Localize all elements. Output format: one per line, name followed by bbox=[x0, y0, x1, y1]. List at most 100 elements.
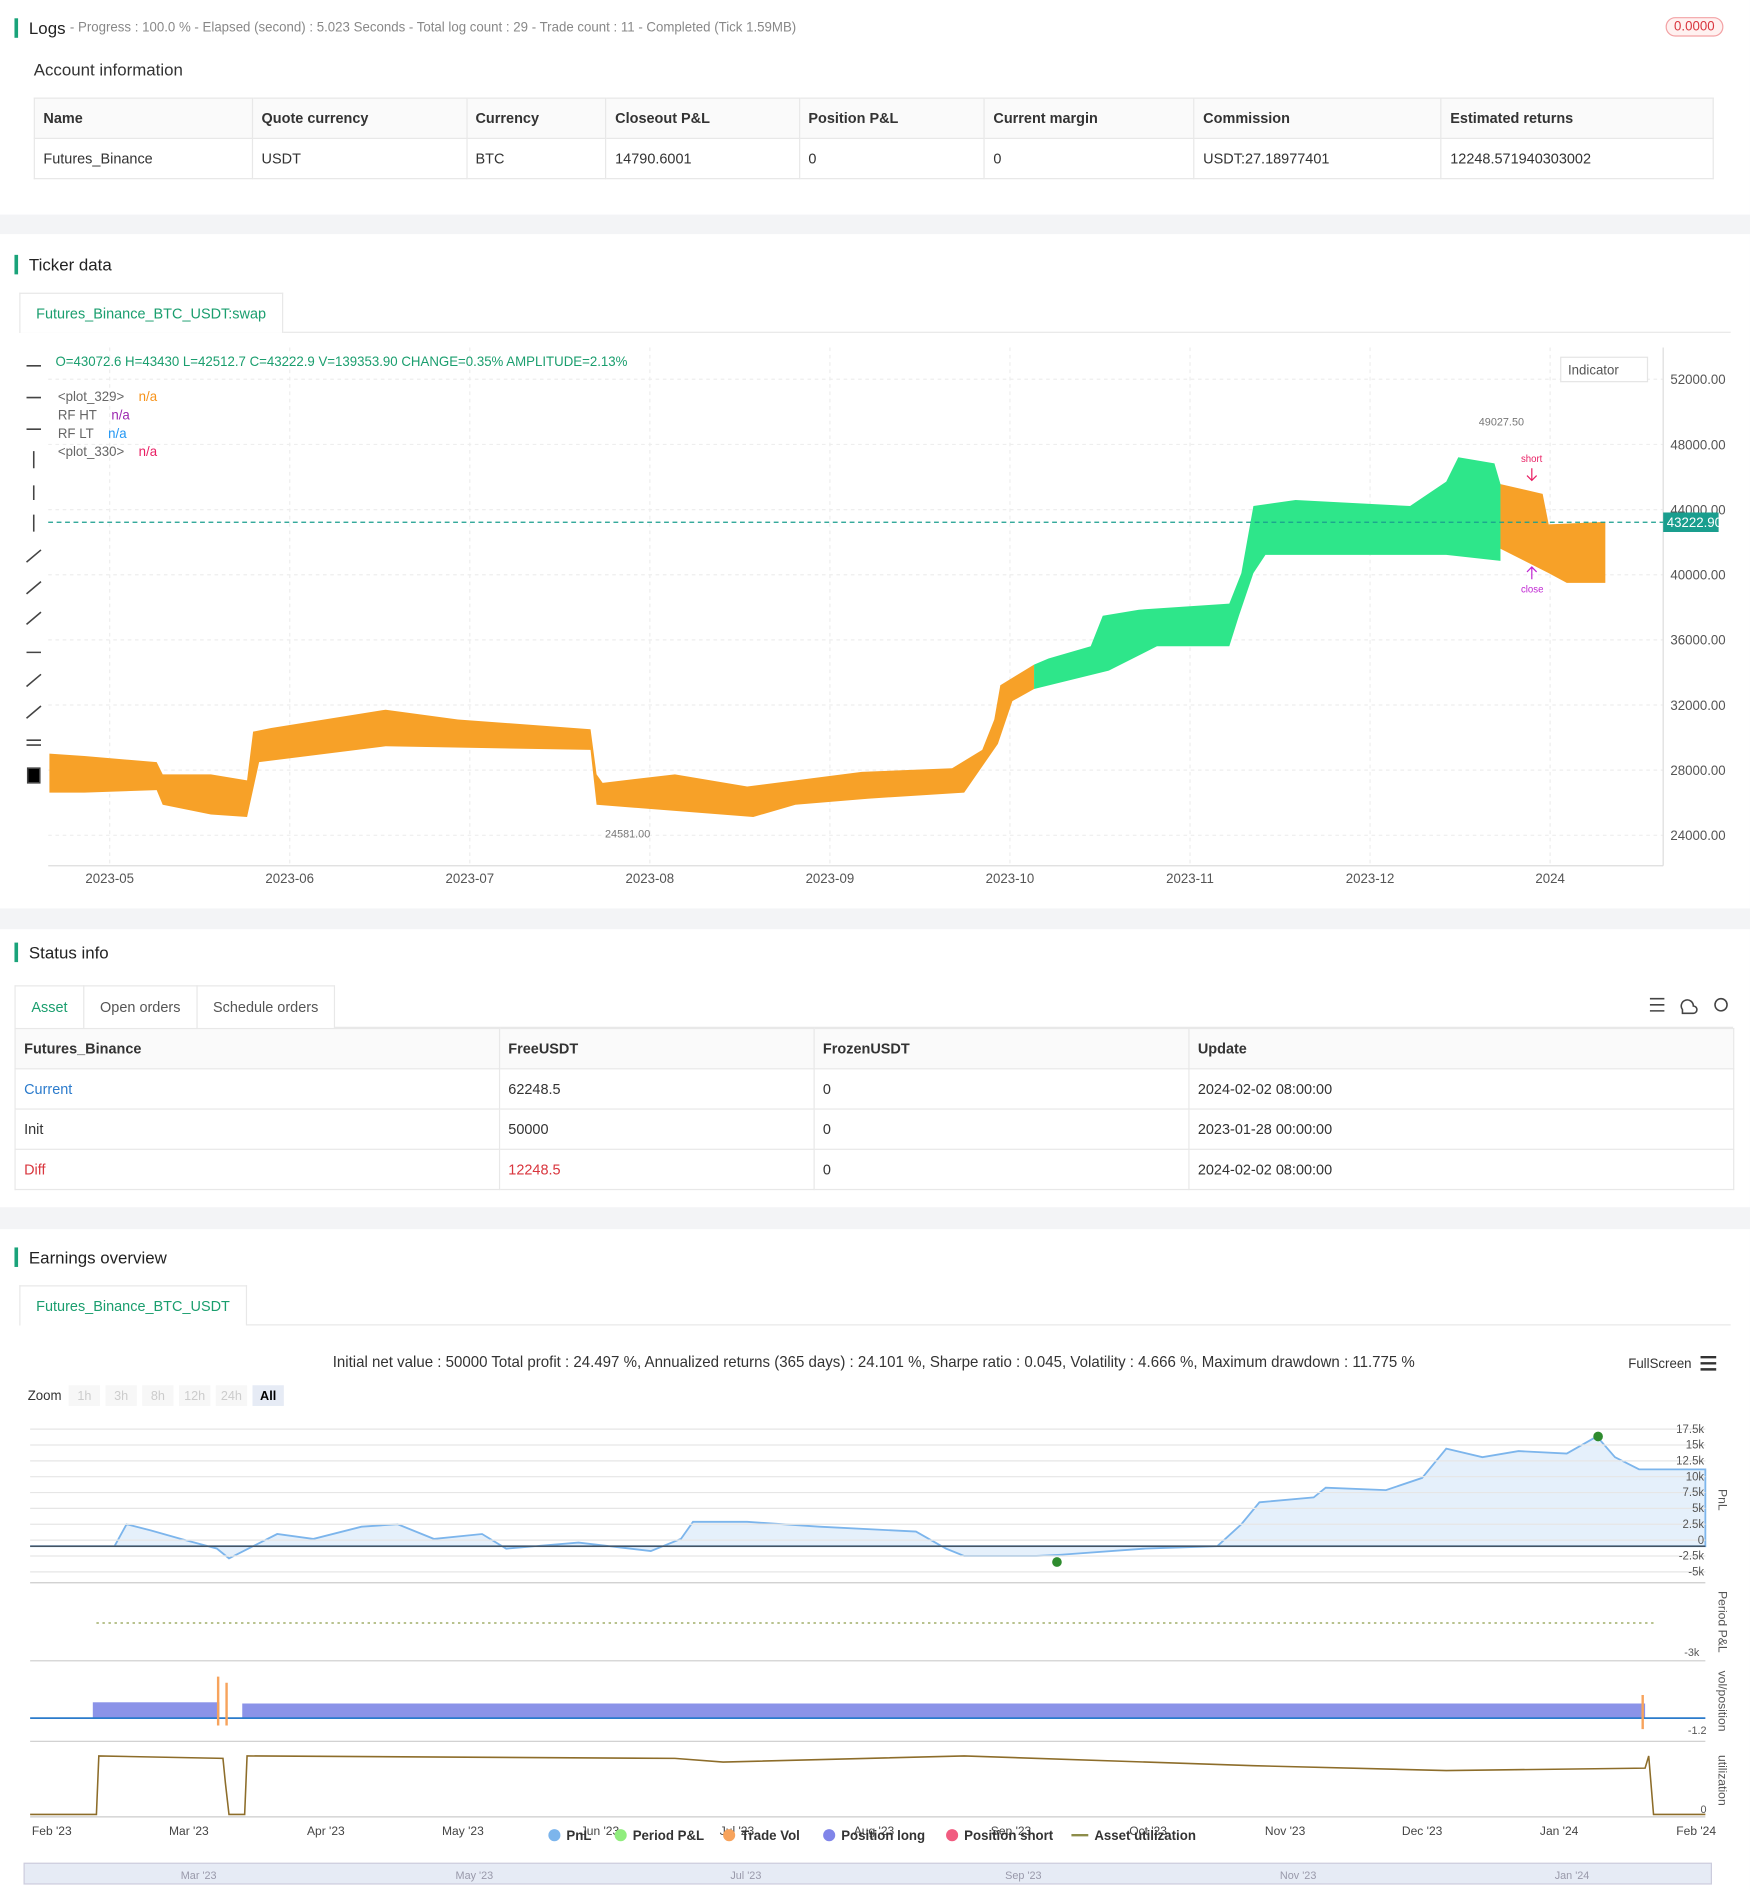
legend-item: RF HT n/a bbox=[58, 407, 157, 425]
high-label: 49027.50 bbox=[1479, 417, 1524, 429]
ticker-panel: Ticker data Futures_Binance_BTC_USDT:swa… bbox=[0, 234, 1750, 909]
chart-layer: Initial net value : 50000 Total profit :… bbox=[23, 1354, 1730, 1885]
cell: 0 bbox=[813, 1068, 1190, 1110]
axis-title: vol/position bbox=[1716, 1671, 1730, 1732]
legend-symbol bbox=[614, 1829, 627, 1842]
cell: 62248.5 bbox=[498, 1068, 815, 1110]
x-tick-label: May '23 bbox=[442, 1824, 484, 1838]
y-tick-label: 28000.00 bbox=[1670, 763, 1725, 778]
position-long bbox=[92, 1702, 220, 1719]
navigator[interactable] bbox=[23, 1862, 1712, 1885]
x-tick-label: Jun '23 bbox=[581, 1824, 620, 1838]
zoom-button-label: 12h bbox=[184, 1388, 205, 1403]
price-chart: 52000.0048000.0044000.0040000.0036000.00… bbox=[26, 347, 1726, 886]
axis-title: Period P&L bbox=[1716, 1591, 1730, 1653]
tab[interactable]: Futures_Binance_BTC_USDT:swap bbox=[19, 292, 283, 333]
legend-item: Position short bbox=[964, 1828, 1054, 1843]
x-tick-label: 2023-05 bbox=[85, 871, 134, 886]
logs-panel: Logs - Progress : 100.0 % - Elapsed (sec… bbox=[0, 0, 1750, 215]
legend-name: RF LT bbox=[57, 426, 94, 442]
filter-band bbox=[49, 664, 1035, 817]
y-tick-label: 5k bbox=[1692, 1503, 1704, 1515]
cell: Current bbox=[14, 1068, 500, 1110]
fullscreen[interactable]: FullScreen bbox=[1628, 1356, 1691, 1371]
y-tick-label: 2.5k bbox=[1683, 1519, 1705, 1531]
y-tick-label: 36000.00 bbox=[1670, 633, 1725, 648]
zoom-button[interactable] bbox=[252, 1385, 284, 1406]
x-tick-label: Feb '24 bbox=[1676, 1824, 1716, 1838]
legend-item: Position long bbox=[841, 1828, 925, 1843]
x-tick-label: 2023-12 bbox=[1346, 871, 1395, 886]
column-header: Update bbox=[1188, 1027, 1735, 1070]
zoom-button-label: 1h bbox=[77, 1388, 91, 1403]
price-tag bbox=[1663, 512, 1719, 532]
x-tick-label: Aug '23 bbox=[854, 1824, 895, 1838]
utilization-line bbox=[30, 1755, 1706, 1816]
section-title: Ticker data bbox=[14, 254, 112, 275]
cell: 2023-01-28 00:00:00 bbox=[1188, 1108, 1735, 1150]
x-tick-label: Oct '23 bbox=[1129, 1824, 1167, 1838]
legend-value: n/a bbox=[108, 426, 127, 442]
zoom-button[interactable] bbox=[68, 1385, 101, 1406]
y-tick-label: 17.5k bbox=[1676, 1424, 1704, 1436]
zoom-button-label: 24h bbox=[221, 1388, 242, 1403]
column-header: Currency bbox=[465, 97, 607, 140]
badge: 0.0000 bbox=[1665, 17, 1724, 37]
earnings-chart: Initial net value : 50000 Total profit :… bbox=[23, 1354, 1730, 1885]
navigator-label: Mar '23 bbox=[181, 1870, 217, 1882]
summary: Initial net value : 50000 Total profit :… bbox=[333, 1354, 1415, 1371]
legend-symbol bbox=[723, 1829, 736, 1842]
legend-item: <plot_330> n/a bbox=[58, 444, 157, 462]
zoom-button[interactable] bbox=[142, 1385, 174, 1406]
y-tick-label: 12.5k bbox=[1676, 1455, 1704, 1467]
y-tick-label: 24000.00 bbox=[1670, 828, 1725, 843]
cell: 12248.5 bbox=[498, 1148, 815, 1191]
legend-symbol bbox=[823, 1829, 836, 1842]
legend-item: <plot_329> n/a bbox=[58, 389, 157, 407]
tab[interactable]: Futures_Binance_BTC_USDT bbox=[19, 1285, 247, 1326]
tab[interactable]: Open orders bbox=[83, 985, 198, 1028]
legend-name: <plot_330> bbox=[57, 445, 125, 460]
x-tick-label: 2024 bbox=[1535, 871, 1565, 886]
icons[interactable] bbox=[1649, 997, 1728, 1015]
x-tick-label: Nov '23 bbox=[1265, 1824, 1306, 1838]
column-header: Position P&L bbox=[798, 97, 985, 140]
x-tick-label: Feb '23 bbox=[32, 1824, 72, 1838]
earnings-panel: Earnings overview Futures_Binance_BTC_US… bbox=[0, 1229, 1750, 1890]
legend-value: n/a bbox=[138, 390, 158, 405]
tab-bar bbox=[14, 985, 1734, 1028]
tab[interactable]: Asset bbox=[14, 985, 85, 1028]
toolbar bbox=[26, 365, 42, 784]
legend-item: Period P&L bbox=[633, 1828, 704, 1843]
indicator-button[interactable] bbox=[1560, 356, 1649, 383]
low-label: 24581.00 bbox=[605, 829, 650, 841]
zoom-button[interactable] bbox=[215, 1385, 248, 1406]
cell: BTC bbox=[465, 137, 607, 180]
grid: 52000.0048000.0044000.0040000.0036000.00… bbox=[48, 347, 1726, 886]
x-tick-label: 2023-10 bbox=[986, 871, 1035, 886]
column-header: FreeUSDT bbox=[498, 1027, 815, 1070]
x-tick-label: Apr '23 bbox=[307, 1824, 345, 1838]
section-title: Logs bbox=[14, 18, 66, 38]
zoom-button[interactable] bbox=[105, 1385, 137, 1406]
tab[interactable]: Schedule orders bbox=[196, 985, 336, 1028]
y-tick-label: 7.5k bbox=[1683, 1487, 1705, 1499]
zoom-button[interactable] bbox=[178, 1385, 211, 1406]
price-label: 43222.90 bbox=[1667, 515, 1722, 530]
indicator-label: Indicator bbox=[1568, 362, 1619, 377]
cell: Futures_Binance bbox=[33, 137, 254, 180]
tab-bar bbox=[19, 1285, 1731, 1326]
cell: 2024-02-02 08:00:00 bbox=[1188, 1148, 1735, 1191]
menu-icon[interactable] bbox=[1700, 1355, 1717, 1371]
subtitle: Account information bbox=[33, 59, 183, 80]
axis-title: PnL bbox=[1716, 1489, 1730, 1511]
trade-vol bbox=[216, 1676, 1644, 1730]
y-tick-label: 0 bbox=[1698, 1535, 1704, 1547]
axis-title: utilization bbox=[1716, 1755, 1730, 1806]
legend-value: n/a bbox=[138, 445, 158, 460]
y-tick-label: 52000.00 bbox=[1670, 372, 1725, 387]
indicator-legend: <plot_329> n/a RF HT n/a RF LT n/a <plot_330> n… bbox=[58, 389, 157, 462]
column-header: Closeout P&L bbox=[605, 97, 800, 140]
x-tick-label: 2023-06 bbox=[265, 871, 314, 886]
